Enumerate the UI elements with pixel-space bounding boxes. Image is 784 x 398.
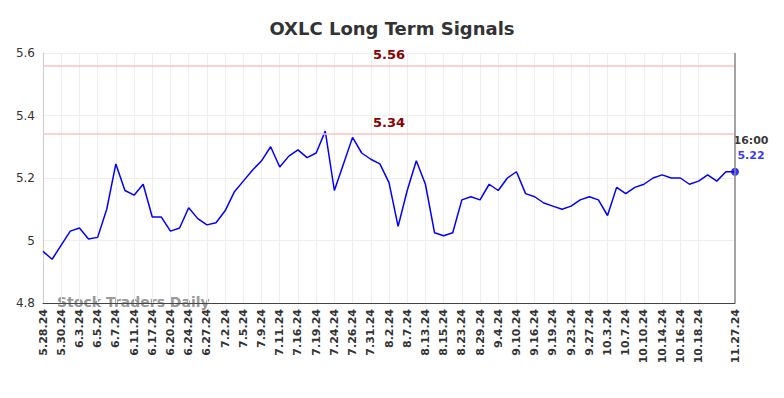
svg-text:5.6: 5.6 [16,46,35,60]
svg-text:9.4.24: 9.4.24 [492,309,505,348]
svg-text:6.11.24: 6.11.24 [128,309,141,356]
svg-text:OXLC Long Term Signals: OXLC Long Term Signals [269,18,514,39]
svg-text:6.17.24: 6.17.24 [146,309,159,356]
svg-text:6.27.24: 6.27.24 [200,309,213,356]
svg-text:5.34: 5.34 [373,115,405,130]
svg-text:6.7.24: 6.7.24 [109,309,122,348]
svg-text:Stock Traders Daily: Stock Traders Daily [57,294,210,310]
svg-text:7.2.24: 7.2.24 [219,309,232,348]
svg-text:10.14.24: 10.14.24 [656,309,669,364]
svg-text:6.24.24: 6.24.24 [182,309,195,356]
svg-text:8.7.24: 8.7.24 [401,309,414,348]
svg-text:7.24.24: 7.24.24 [328,309,341,356]
svg-text:5.2: 5.2 [16,171,35,185]
svg-text:10.3.24: 10.3.24 [601,309,614,356]
svg-text:6.5.24: 6.5.24 [91,309,104,348]
svg-text:5.4: 5.4 [16,109,35,123]
svg-text:7.31.24: 7.31.24 [364,309,377,356]
svg-text:5: 5 [27,234,35,248]
svg-text:9.10.24: 9.10.24 [510,309,523,356]
svg-text:7.26.24: 7.26.24 [346,309,359,356]
svg-text:6.20.24: 6.20.24 [164,309,177,356]
svg-text:4.8: 4.8 [16,296,35,310]
svg-text:5.28.24: 5.28.24 [37,309,50,356]
svg-text:8.23.24: 8.23.24 [455,309,468,356]
svg-text:16:00: 16:00 [733,134,768,147]
svg-text:10.7.24: 10.7.24 [619,309,632,356]
svg-text:7.16.24: 7.16.24 [291,309,304,356]
svg-text:5.22: 5.22 [737,149,764,162]
svg-text:10.10.24: 10.10.24 [637,309,650,364]
svg-text:10.16.24: 10.16.24 [674,309,687,364]
svg-text:9.27.24: 9.27.24 [583,309,596,356]
svg-text:8.29.24: 8.29.24 [474,309,487,356]
svg-text:5.56: 5.56 [373,47,405,62]
svg-text:7.11.24: 7.11.24 [273,309,286,356]
svg-text:9.16.24: 9.16.24 [528,309,541,356]
svg-text:10.18.24: 10.18.24 [692,309,705,364]
svg-text:8.2.24: 8.2.24 [383,309,396,348]
svg-text:6.3.24: 6.3.24 [73,309,86,348]
svg-text:9.19.24: 9.19.24 [546,309,559,356]
svg-text:9.23.24: 9.23.24 [565,309,578,356]
svg-text:11.27.24: 11.27.24 [729,309,742,364]
svg-text:7.5.24: 7.5.24 [237,309,250,348]
svg-text:8.13.24: 8.13.24 [419,309,432,356]
svg-text:7.19.24: 7.19.24 [310,309,323,356]
svg-text:5.30.24: 5.30.24 [55,309,68,356]
svg-text:7.9.24: 7.9.24 [255,309,268,348]
svg-text:8.15.24: 8.15.24 [437,309,450,356]
